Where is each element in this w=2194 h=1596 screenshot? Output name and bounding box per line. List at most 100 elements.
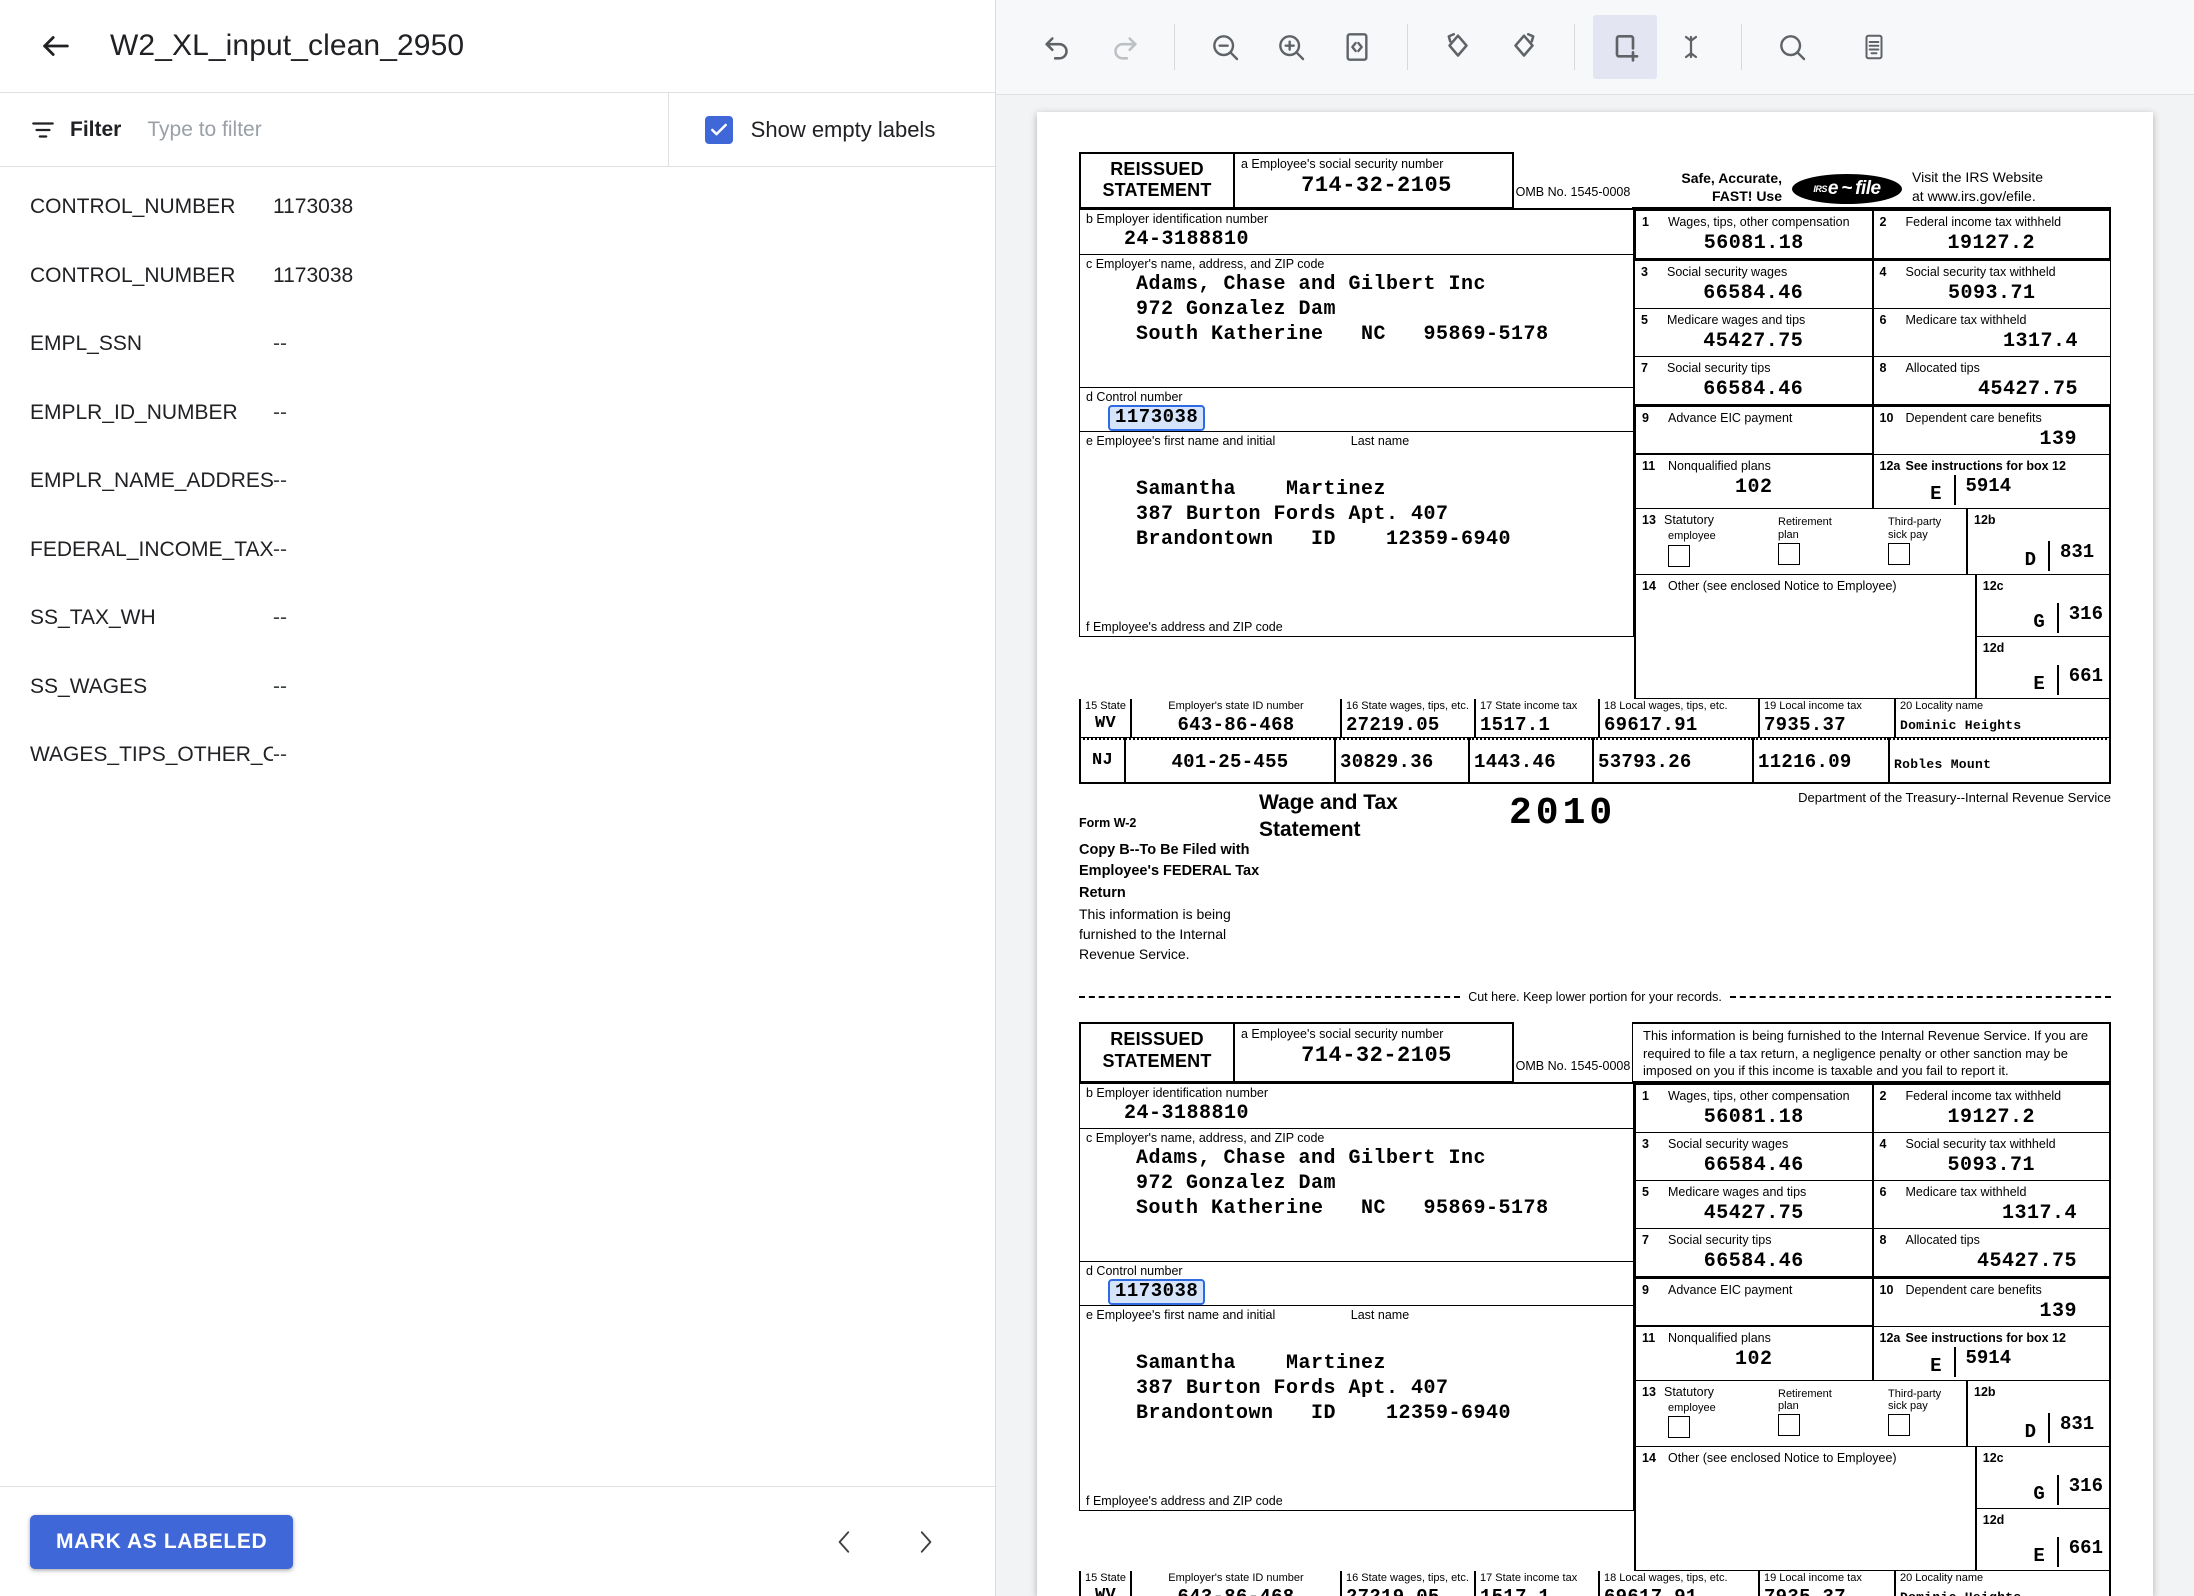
box-12c-entry[interactable]: G 316 xyxy=(1983,603,2103,634)
box-10-dependent-care[interactable]: 10 Dependent care benefits 139 xyxy=(1872,1276,2111,1327)
state-2-wages[interactable]: 30829.36 xyxy=(1340,751,1434,774)
third-party-sick-pay-check[interactable]: Third-party sick pay xyxy=(1888,516,1960,566)
box-6-medicare-tax[interactable]: 6 Medicare tax withheld 1317.4 xyxy=(1872,309,2111,358)
box-6-value[interactable]: 1317.4 xyxy=(2002,330,2078,354)
state-1-local-wages[interactable]: 69617.91 xyxy=(1603,714,1698,737)
box-11-value[interactable]: 102 xyxy=(1734,476,1773,500)
checkbox-empty-icon[interactable] xyxy=(1668,544,1690,567)
employee-street[interactable]: 387 Burton Fords Apt. 407 xyxy=(1136,1376,1449,1400)
list-item[interactable]: SS_WAGES -- xyxy=(0,653,995,722)
box-11-nonqualified[interactable]: 11 Nonqualified plans 102 xyxy=(1634,1326,1873,1381)
search-icon[interactable] xyxy=(1760,15,1824,79)
box-c-employer[interactable]: c Employer's name, address, and ZIP code… xyxy=(1079,1128,1634,1262)
box-8-value[interactable]: 45427.75 xyxy=(1977,378,2078,402)
checkbox-empty-icon[interactable] xyxy=(1778,1414,1800,1437)
label-value[interactable]: -- xyxy=(273,332,287,356)
box-3-value[interactable]: 66584.46 xyxy=(1703,1153,1804,1177)
state-1-locality[interactable]: Dominic Heights xyxy=(1899,718,2022,734)
box-b-ein[interactable]: b Employer identification number 24-3188… xyxy=(1079,209,1634,256)
statutory-employee-check[interactable]: employee xyxy=(1668,530,1740,567)
state-2-wages-cell[interactable]: 30829.36 xyxy=(1335,738,1469,785)
text-select-icon[interactable] xyxy=(1659,15,1723,79)
box-b-ein[interactable]: b Employer identification number 24-3188… xyxy=(1079,1082,1634,1129)
box-12a-entry[interactable]: E 5914 xyxy=(1880,1346,2104,1377)
box-7-ss-tips[interactable]: 7 Social security tips 66584.46 xyxy=(1634,1228,1873,1277)
box-12a-code[interactable]: E xyxy=(1930,1354,1942,1377)
box-12c-value[interactable]: 316 xyxy=(2056,1474,2103,1505)
box-e-employee[interactable]: e Employee's first name and initial Last… xyxy=(1079,432,1634,638)
list-item[interactable]: WAGES_TIPS_OTHER_CO... -- xyxy=(0,721,995,790)
box-7-ss-tips[interactable]: 7 Social security tips 66584.46 xyxy=(1634,357,1873,406)
document-scroll-area[interactable]: REISSUED STATEMENT a Employee's social s… xyxy=(996,95,2194,1596)
box-10-value[interactable]: 139 xyxy=(2039,428,2077,452)
filter-input[interactable] xyxy=(145,116,526,143)
state-2-locality-cell[interactable]: Robles Mount xyxy=(1889,738,2111,785)
box-b-value[interactable]: 24-3188810 xyxy=(1124,1101,1250,1125)
box-14-other[interactable]: 14 Other (see enclosed Notice to Employee… xyxy=(1634,1446,1976,1571)
checkbox-empty-icon[interactable] xyxy=(1778,542,1800,565)
box-8-value[interactable]: 45427.75 xyxy=(1976,1249,2077,1273)
box-3-ss-wages[interactable]: 3 Social security wages 66584.46 xyxy=(1634,259,1873,310)
checkbox-empty-icon[interactable] xyxy=(1888,1414,1910,1437)
label-value[interactable]: -- xyxy=(273,469,287,493)
box-10-value[interactable]: 139 xyxy=(2039,1299,2077,1323)
control-number-annotation[interactable]: 1173038 xyxy=(1108,405,1206,432)
box-12b[interactable]: 12b D 831 xyxy=(1967,1380,2111,1447)
box-4-value[interactable]: 5093.71 xyxy=(1947,1153,2035,1177)
box-5-value[interactable]: 45427.75 xyxy=(1703,1201,1804,1225)
box-11-value[interactable]: 102 xyxy=(1734,1347,1773,1371)
box-6-value[interactable]: 1317.4 xyxy=(2001,1201,2077,1225)
box-6-medicare-tax[interactable]: 6 Medicare tax withheld 1317.4 xyxy=(1872,1180,2111,1229)
retirement-plan-check[interactable]: Retirement plan xyxy=(1778,1388,1850,1438)
box-d-control-number[interactable]: d Control number 1173038 xyxy=(1079,1261,1634,1306)
box-a-value[interactable]: 714-32-2105 xyxy=(1301,173,1452,198)
box-12b-code[interactable]: D xyxy=(2024,1420,2036,1443)
label-list[interactable]: CONTROL_NUMBER 1173038 CONTROL_NUMBER 11… xyxy=(0,167,995,1486)
box-1-value[interactable]: 56081.18 xyxy=(1703,1105,1804,1129)
box-12c-code[interactable]: G xyxy=(2033,611,2045,634)
box-13-row[interactable]: employee Retirement plan xyxy=(1642,1388,1960,1438)
chevron-left-icon[interactable] xyxy=(827,1519,863,1565)
third-party-sick-pay-check[interactable]: Third-party sick pay xyxy=(1888,1388,1960,1438)
box-4-value[interactable]: 5093.71 xyxy=(1947,282,2036,306)
zoom-in-icon[interactable] xyxy=(1259,15,1323,79)
box-12d[interactable]: 12d E 661 xyxy=(1975,1508,2111,1571)
back-arrow-icon[interactable] xyxy=(28,18,84,74)
employee-citystatezip[interactable]: Brandontown ID 12359-6940 xyxy=(1136,528,1512,552)
box-12c-code[interactable]: G xyxy=(2033,1482,2045,1505)
box-8-allocated-tips[interactable]: 8 Allocated tips 45427.75 xyxy=(1872,1228,2111,1277)
fit-width-icon[interactable] xyxy=(1325,15,1389,79)
label-value[interactable]: -- xyxy=(273,674,287,698)
box-12c-value[interactable]: 316 xyxy=(2056,603,2103,634)
list-item[interactable]: EMPLR_NAME_ADDRESS -- xyxy=(0,447,995,516)
box-3-value[interactable]: 66584.46 xyxy=(1703,282,1804,306)
box-12a-entry[interactable]: E 5914 xyxy=(1880,475,2104,506)
box-2-value[interactable]: 19127.2 xyxy=(1947,1105,2035,1129)
box-12c[interactable]: 12c G 316 xyxy=(1975,1446,2111,1509)
state-1-tax[interactable]: 1517.1 xyxy=(1480,1586,1594,1596)
rotate-left-icon[interactable] xyxy=(1426,15,1490,79)
mark-as-labeled-button[interactable]: MARK AS LABELED xyxy=(30,1514,294,1569)
employer-name[interactable]: Adams, Chase and Gilbert Inc xyxy=(1136,273,1487,297)
box-9-advance-eic[interactable]: 9 Advance EIC payment xyxy=(1634,405,1873,456)
state-2-tax[interactable]: 1443.46 xyxy=(1474,751,1556,774)
employee-name[interactable]: Samantha Martinez xyxy=(1136,1351,1387,1375)
box-12d-code[interactable]: E xyxy=(2033,673,2045,696)
employee-name[interactable]: Samantha Martinez xyxy=(1136,478,1387,502)
box-13-row[interactable]: employee Retirement plan xyxy=(1642,516,1960,567)
checkbox-checked-icon[interactable] xyxy=(704,115,733,144)
box-c-employer[interactable]: c Employer's name, address, and ZIP code… xyxy=(1079,255,1634,389)
employer-citystatezip[interactable]: South Katherine NC 95869-5178 xyxy=(1136,1196,1549,1220)
employer-street[interactable]: 972 Gonzalez Dam xyxy=(1136,1171,1337,1195)
state-2-local-wages-cell[interactable]: 53793.26 xyxy=(1593,738,1753,785)
rotate-right-icon[interactable] xyxy=(1492,15,1556,79)
list-item[interactable]: CONTROL_NUMBER 1173038 xyxy=(0,242,995,311)
box-a-ssn[interactable]: a Employee's social security number 714-… xyxy=(1234,152,1514,210)
box-7-value[interactable]: 66584.46 xyxy=(1703,1249,1804,1273)
box-14-other[interactable]: 14 Other (see enclosed Notice to Employee… xyxy=(1634,575,1976,700)
box-4-ss-tax[interactable]: 4 Social security tax withheld 5093.71 xyxy=(1872,259,2111,310)
label-value[interactable]: 1173038 xyxy=(273,195,354,219)
box-12a-value[interactable]: 5914 xyxy=(1953,475,2104,506)
state-2-code[interactable]: NJ xyxy=(1091,751,1113,771)
box-5-medicare-wages[interactable]: 5 Medicare wages and tips 45427.75 xyxy=(1634,309,1873,358)
